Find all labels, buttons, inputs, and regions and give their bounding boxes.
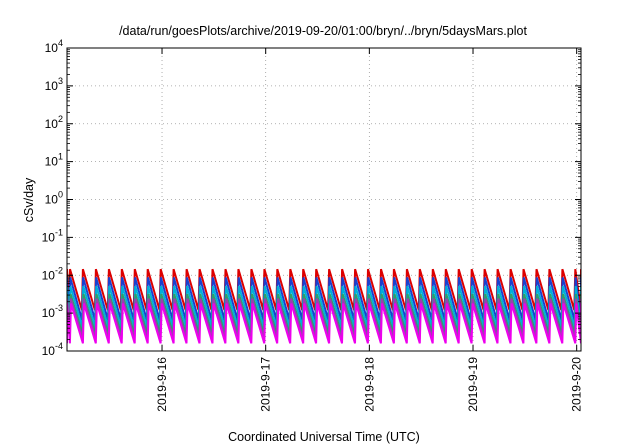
y-tick-label: 10-1 bbox=[42, 227, 63, 244]
x-axis-label: Coordinated Universal Time (UTC) bbox=[228, 430, 420, 444]
x-tick-label: 2019-9-20 bbox=[570, 357, 584, 412]
x-tick-label: 2019-9-18 bbox=[362, 357, 376, 412]
x-tick-label: 2019-9-19 bbox=[466, 357, 480, 412]
y-tick-label: 10-4 bbox=[42, 341, 63, 358]
y-tick-label: 104 bbox=[45, 38, 63, 55]
series-group bbox=[67, 268, 581, 344]
y-axis-tick-labels: 10-4 10-3 10-2 10-1 100 101 102 103 104 bbox=[42, 38, 63, 358]
chart-title: /data/run/goesPlots/archive/2019-09-20/0… bbox=[119, 24, 527, 38]
x-tick-label: 2019-9-16 bbox=[155, 357, 169, 412]
y-tick-label: 103 bbox=[45, 76, 63, 93]
y-tick-label: 10-3 bbox=[42, 303, 63, 320]
series-line-6 bbox=[67, 303, 581, 344]
x-tick-label: 2019-9-17 bbox=[259, 357, 273, 412]
y-axis-label: cSv/day bbox=[22, 177, 36, 222]
x-axis-tick-labels: 2019-9-16 2019-9-17 2019-9-18 2019-9-19 2019… bbox=[155, 357, 584, 412]
y-tick-label: 10-2 bbox=[42, 265, 63, 282]
y-tick-label: 102 bbox=[45, 114, 63, 131]
y-tick-label: 100 bbox=[45, 190, 63, 207]
axis-ticks bbox=[67, 47, 581, 352]
y-tick-label: 101 bbox=[45, 152, 63, 169]
